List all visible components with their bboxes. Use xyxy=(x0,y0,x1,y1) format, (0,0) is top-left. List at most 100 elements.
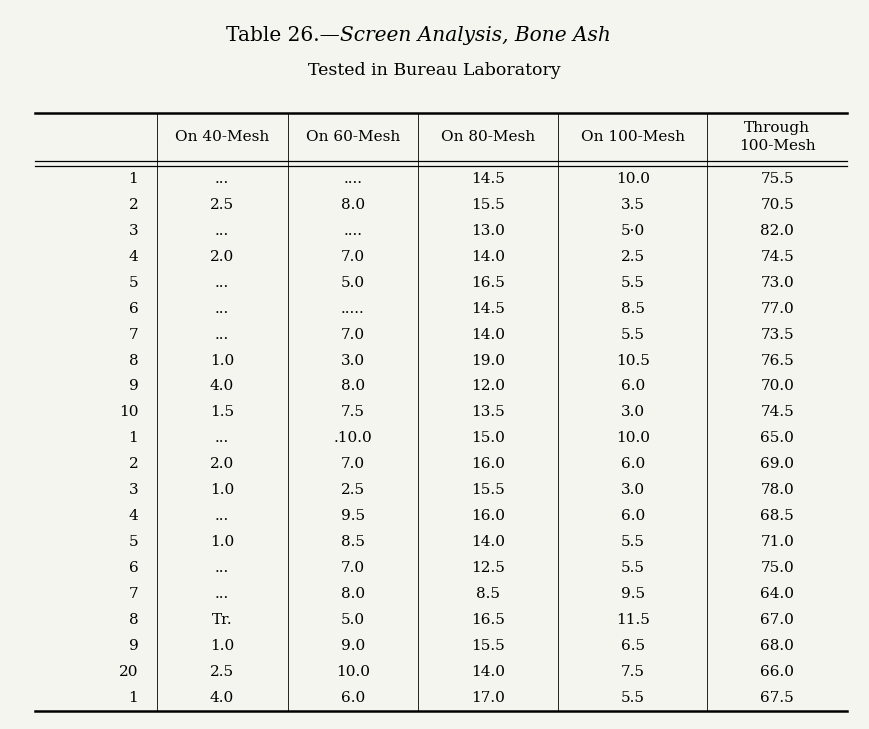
Text: 75.0: 75.0 xyxy=(760,561,794,575)
Text: 2.5: 2.5 xyxy=(341,483,365,497)
Text: 73.0: 73.0 xyxy=(760,276,794,289)
Text: 1: 1 xyxy=(129,691,138,705)
Text: 14.0: 14.0 xyxy=(471,535,506,549)
Text: 73.5: 73.5 xyxy=(760,327,794,342)
Text: 77.0: 77.0 xyxy=(760,302,794,316)
Text: 5: 5 xyxy=(129,535,138,549)
Text: 68.0: 68.0 xyxy=(760,639,794,653)
Text: 9: 9 xyxy=(129,380,138,394)
Text: 3: 3 xyxy=(129,224,138,238)
Text: 7.0: 7.0 xyxy=(341,457,365,471)
Text: 2.0: 2.0 xyxy=(210,457,235,471)
Text: 67.5: 67.5 xyxy=(760,691,794,705)
Text: 14.5: 14.5 xyxy=(472,172,506,186)
Text: 13.5: 13.5 xyxy=(472,405,505,419)
Text: 1.0: 1.0 xyxy=(210,354,235,367)
Text: 68.5: 68.5 xyxy=(760,509,794,523)
Text: 5.5: 5.5 xyxy=(620,561,645,575)
Text: 11.5: 11.5 xyxy=(616,613,650,627)
Text: 12.0: 12.0 xyxy=(471,380,506,394)
Text: 6: 6 xyxy=(129,302,138,316)
Text: 2: 2 xyxy=(129,198,138,212)
Text: 1: 1 xyxy=(129,432,138,445)
Text: 10.0: 10.0 xyxy=(336,665,370,679)
Text: 15.0: 15.0 xyxy=(472,432,506,445)
Text: 75.5: 75.5 xyxy=(760,172,794,186)
Text: 7.0: 7.0 xyxy=(341,250,365,264)
Text: 76.5: 76.5 xyxy=(760,354,794,367)
Text: 15.5: 15.5 xyxy=(472,483,505,497)
Text: Through
100-Mesh: Through 100-Mesh xyxy=(739,121,816,152)
Text: 1.0: 1.0 xyxy=(210,535,235,549)
Text: 2.5: 2.5 xyxy=(210,665,234,679)
Text: 82.0: 82.0 xyxy=(760,224,794,238)
Text: 3.0: 3.0 xyxy=(620,405,645,419)
Text: 8.5: 8.5 xyxy=(620,302,645,316)
Text: 2.5: 2.5 xyxy=(210,198,234,212)
Text: ...: ... xyxy=(215,276,229,289)
Text: 78.0: 78.0 xyxy=(760,483,794,497)
Text: 65.0: 65.0 xyxy=(760,432,794,445)
Text: 4.0: 4.0 xyxy=(210,380,235,394)
Text: On 80-Mesh: On 80-Mesh xyxy=(441,130,535,144)
Text: 8.5: 8.5 xyxy=(476,587,501,601)
Text: 3.0: 3.0 xyxy=(341,354,365,367)
Text: 5.5: 5.5 xyxy=(620,535,645,549)
Text: 7.0: 7.0 xyxy=(341,327,365,342)
Text: ...: ... xyxy=(215,587,229,601)
Text: 1: 1 xyxy=(129,172,138,186)
Text: 1.0: 1.0 xyxy=(210,483,235,497)
Text: 5: 5 xyxy=(129,276,138,289)
Text: 2.5: 2.5 xyxy=(620,250,645,264)
Text: 10.5: 10.5 xyxy=(616,354,650,367)
Text: 8.0: 8.0 xyxy=(341,380,365,394)
Text: 4: 4 xyxy=(129,509,138,523)
Text: 10.0: 10.0 xyxy=(616,172,650,186)
Text: 70.5: 70.5 xyxy=(760,198,794,212)
Text: ....: .... xyxy=(343,224,362,238)
Text: On 100-Mesh: On 100-Mesh xyxy=(580,130,685,144)
Text: 5.5: 5.5 xyxy=(620,276,645,289)
Text: 14.5: 14.5 xyxy=(472,302,506,316)
Text: ...: ... xyxy=(215,509,229,523)
Text: 14.0: 14.0 xyxy=(471,665,506,679)
Text: 5.5: 5.5 xyxy=(620,691,645,705)
Text: .....: ..... xyxy=(342,302,365,316)
Text: 16.5: 16.5 xyxy=(472,613,506,627)
Text: 6.0: 6.0 xyxy=(620,457,645,471)
Text: 13.0: 13.0 xyxy=(472,224,506,238)
Text: Tr.: Tr. xyxy=(212,613,232,627)
Text: 3.5: 3.5 xyxy=(620,198,645,212)
Text: On 40-Mesh: On 40-Mesh xyxy=(175,130,269,144)
Text: 4.0: 4.0 xyxy=(210,691,235,705)
Text: On 60-Mesh: On 60-Mesh xyxy=(306,130,400,144)
Text: 14.0: 14.0 xyxy=(471,250,506,264)
Text: 8: 8 xyxy=(129,613,138,627)
Text: 14.0: 14.0 xyxy=(471,327,506,342)
Text: 10: 10 xyxy=(119,405,138,419)
Text: 9: 9 xyxy=(129,639,138,653)
Text: ...: ... xyxy=(215,432,229,445)
Text: 74.5: 74.5 xyxy=(760,405,794,419)
Text: 74.5: 74.5 xyxy=(760,250,794,264)
Text: 6.0: 6.0 xyxy=(341,691,365,705)
Text: Tested in Bureau Laboratory: Tested in Bureau Laboratory xyxy=(308,62,561,79)
Text: 17.0: 17.0 xyxy=(472,691,506,705)
Text: Screen Analysis, Bone Ash: Screen Analysis, Bone Ash xyxy=(340,26,611,44)
Text: 3: 3 xyxy=(129,483,138,497)
Text: 7.5: 7.5 xyxy=(341,405,365,419)
Text: 15.5: 15.5 xyxy=(472,639,505,653)
Text: 5.0: 5.0 xyxy=(341,613,365,627)
Text: 16.0: 16.0 xyxy=(471,509,506,523)
Text: 5·0: 5·0 xyxy=(620,224,645,238)
Text: .10.0: .10.0 xyxy=(334,432,373,445)
Text: ...: ... xyxy=(215,327,229,342)
Text: 70.0: 70.0 xyxy=(760,380,794,394)
Text: ...: ... xyxy=(215,561,229,575)
Text: 10.0: 10.0 xyxy=(616,432,650,445)
Text: 9.0: 9.0 xyxy=(341,639,365,653)
Text: 6.5: 6.5 xyxy=(620,639,645,653)
Text: 69.0: 69.0 xyxy=(760,457,794,471)
Text: 16.0: 16.0 xyxy=(471,457,506,471)
Text: ...: ... xyxy=(215,224,229,238)
